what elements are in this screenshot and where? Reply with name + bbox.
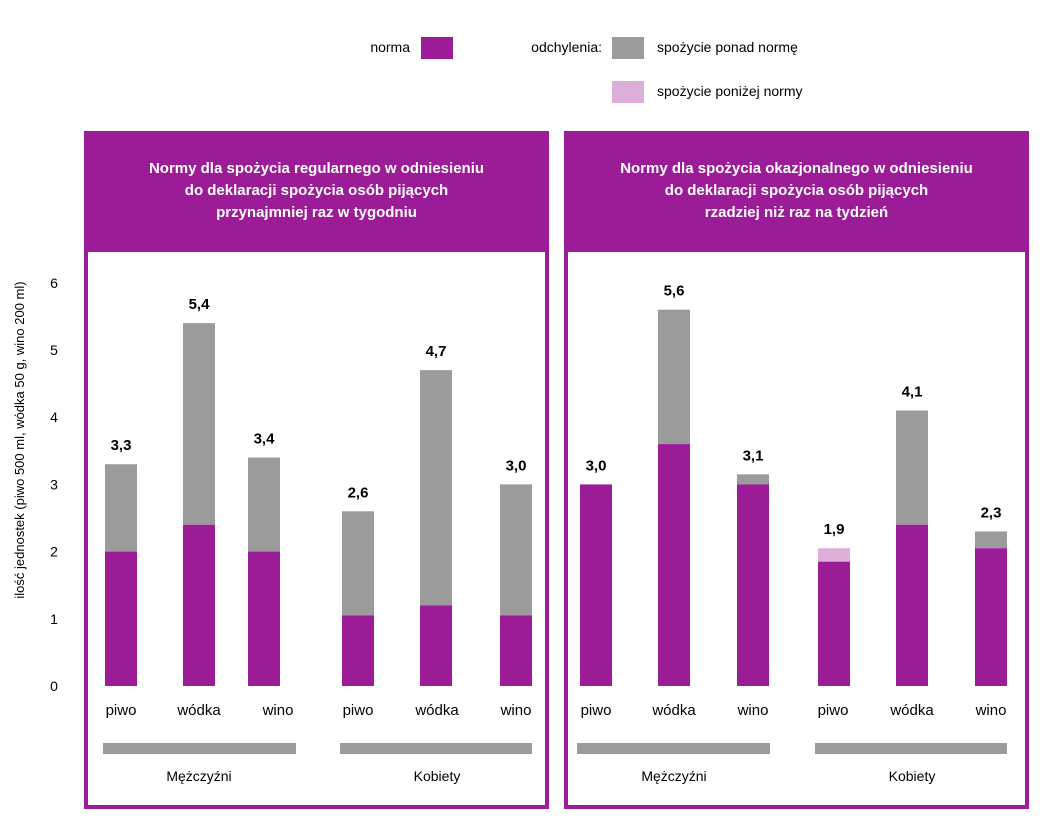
x-category-label: wódka <box>889 702 934 719</box>
chart-panel-1: Normy dla spożycia regularnego w odniesi… <box>84 131 549 809</box>
bar-Kobiety-wódka: 4,7 <box>420 343 452 686</box>
bar-Kobiety-wino: 3,0 <box>500 457 532 686</box>
bar-value-label: 2,6 <box>348 484 369 501</box>
y-tick-label: 6 <box>50 275 58 291</box>
group-bar <box>815 743 1007 754</box>
x-category-label: wódka <box>414 702 459 719</box>
bar-above-norm-segment <box>500 484 532 616</box>
x-category-label: wino <box>500 702 532 719</box>
group-bar <box>577 743 770 754</box>
legend-below-label: spożycie poniżej normy <box>657 83 803 99</box>
panel-title-line: do deklaracji spożycia osób pijących <box>185 182 448 199</box>
bar-norm-segment <box>183 524 215 686</box>
bar-Kobiety-piwo: 2,6 <box>342 484 374 686</box>
group-label: Mężczyźni <box>641 768 706 784</box>
y-tick-label: 5 <box>50 342 58 358</box>
bar-value-label: 3,1 <box>743 447 764 464</box>
legend-below-swatch <box>612 81 644 103</box>
y-tick-label: 4 <box>50 409 58 425</box>
bar-Mężczyźni-wino: 3,1 <box>737 447 769 686</box>
bar-above-norm-segment <box>975 531 1007 549</box>
bar-above-norm-segment <box>737 474 769 485</box>
x-category-label: wódka <box>176 702 221 719</box>
bar-norm-segment <box>580 484 612 686</box>
bar-norm-segment <box>248 551 280 686</box>
bar-norm-segment <box>818 561 850 686</box>
bar-Mężczyźni-wódka: 5,4 <box>183 296 215 686</box>
bar-value-label: 3,0 <box>506 457 527 474</box>
chart-panel-2: Normy dla spożycia okazjonalnego w odnie… <box>564 131 1029 809</box>
bar-value-label: 3,0 <box>586 457 607 474</box>
bar-Kobiety-piwo: 1,9 <box>818 521 850 686</box>
panel-title-line: rzadziej niż raz na tydzień <box>705 204 888 221</box>
legend-deviations-label: odchylenia: <box>531 39 602 55</box>
bar-above-norm-segment <box>342 511 374 616</box>
x-category-label: wino <box>975 702 1007 719</box>
bar-value-label: 3,4 <box>254 431 276 448</box>
bar-norm-segment <box>342 615 374 686</box>
group-bar <box>103 743 296 754</box>
x-category-label: piwo <box>581 702 612 719</box>
bar-norm-segment <box>420 605 452 686</box>
bar-norm-segment <box>975 548 1007 686</box>
legend: norma odchylenia: spożycie ponad normę s… <box>370 37 803 103</box>
bar-below-norm-segment <box>818 548 850 562</box>
x-category-label: piwo <box>106 702 137 719</box>
panel-plot-area <box>568 252 1025 805</box>
bar-value-label: 2,3 <box>981 504 1002 521</box>
legend-norma-label: norma <box>370 39 410 55</box>
panel-title-line: do deklaracji spożycia osób pijących <box>665 182 928 199</box>
group-label: Kobiety <box>414 768 461 784</box>
chart-panels: Normy dla spożycia regularnego w odniesi… <box>84 131 1029 809</box>
group-label: Mężczyźni <box>166 768 231 784</box>
bar-Mężczyźni-piwo: 3,3 <box>105 437 137 686</box>
group-bar <box>340 743 532 754</box>
legend-above-label: spożycie ponad normę <box>657 39 798 55</box>
y-tick-label: 1 <box>50 611 58 627</box>
x-category-label: wino <box>262 702 294 719</box>
y-tick-label: 0 <box>50 678 58 694</box>
bar-value-label: 3,3 <box>111 437 132 454</box>
y-axis-label: ilość jednostek (piwo 500 ml, wódka 50 g… <box>12 281 27 598</box>
x-category-label: piwo <box>343 702 374 719</box>
panel-title-line: Normy dla spożycia okazjonalnego w odnie… <box>620 160 973 177</box>
x-category-label: wino <box>737 702 769 719</box>
y-axis: ilość jednostek (piwo 500 ml, wódka 50 g… <box>12 275 58 694</box>
y-tick-label: 2 <box>50 544 58 560</box>
bar-above-norm-segment <box>105 464 137 552</box>
legend-norma-swatch <box>421 37 453 59</box>
bar-above-norm-segment <box>183 323 215 525</box>
bar-Kobiety-wino: 2,3 <box>975 504 1007 686</box>
bar-value-label: 5,6 <box>664 283 685 300</box>
y-tick-label: 3 <box>50 476 58 492</box>
bar-Mężczyźni-wino: 3,4 <box>248 431 280 686</box>
bar-above-norm-segment <box>420 370 452 606</box>
bar-value-label: 1,9 <box>824 521 845 538</box>
bar-norm-segment <box>737 484 769 686</box>
bar-norm-segment <box>105 551 137 686</box>
bar-value-label: 4,7 <box>426 343 447 360</box>
bar-Mężczyźni-wódka: 5,6 <box>658 283 690 686</box>
y-axis-ticks: 0 1 2 3 4 5 6 <box>50 275 58 694</box>
bar-value-label: 4,1 <box>902 383 923 400</box>
x-category-label: wódka <box>651 702 696 719</box>
bar-norm-segment <box>500 615 532 686</box>
panel-title-line: przynajmniej raz w tygodniu <box>216 204 417 221</box>
legend-above-swatch <box>612 37 644 59</box>
bar-above-norm-segment <box>658 309 690 445</box>
bar-Kobiety-wódka: 4,1 <box>896 383 928 686</box>
bar-above-norm-segment <box>896 410 928 525</box>
bar-Mężczyźni-piwo: 3,0 <box>580 457 612 686</box>
bar-above-norm-segment <box>248 457 280 552</box>
bar-value-label: 5,4 <box>189 296 211 313</box>
x-category-label: piwo <box>818 702 849 719</box>
bar-norm-segment <box>658 444 690 686</box>
bar-norm-segment <box>896 524 928 686</box>
panel-title-line: Normy dla spożycia regularnego w odniesi… <box>149 160 484 177</box>
group-label: Kobiety <box>889 768 936 784</box>
panel-plot-area <box>88 252 545 805</box>
